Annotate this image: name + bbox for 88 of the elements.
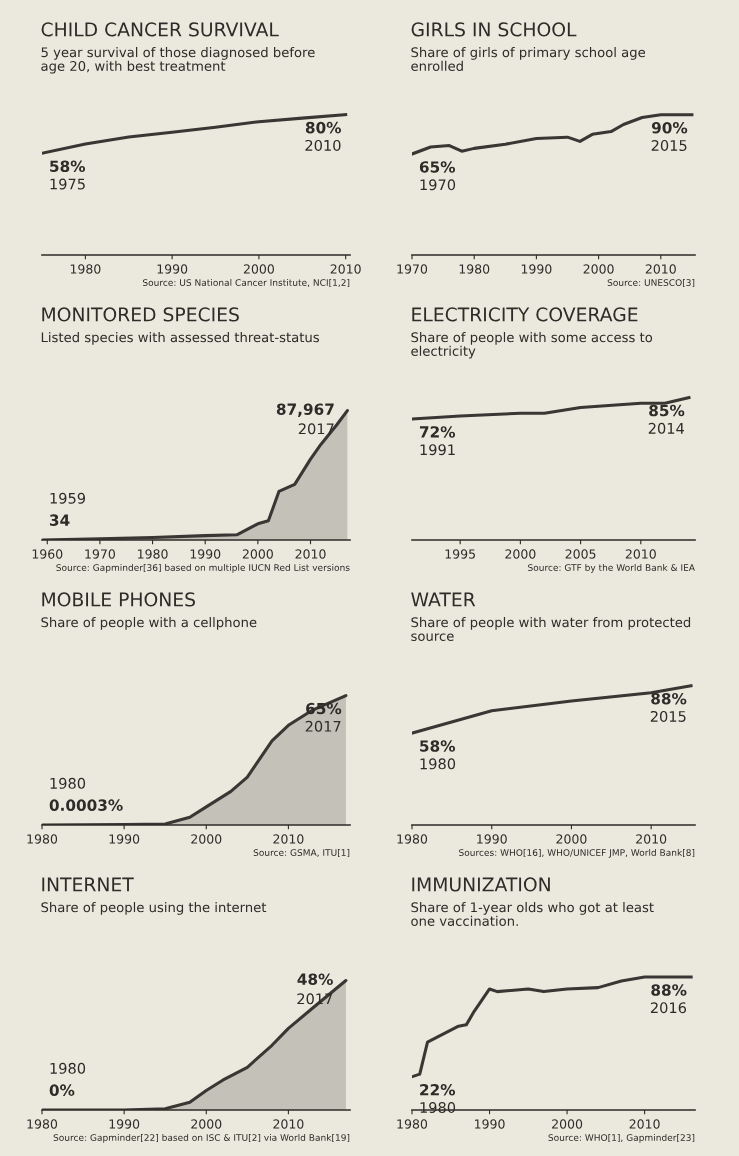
annotation: 2010 — [305, 139, 341, 151]
x-tick-label: 2010 — [273, 834, 304, 844]
x-tick-label: 1980 — [397, 1119, 428, 1129]
x-tick-label: 1990 — [521, 264, 552, 274]
source-note: Source: Gapminder[22] based on ISC & ITU[2] via World Bank[19] — [53, 1134, 350, 1143]
x-tick-label: 1980 — [397, 834, 428, 844]
x-tick-label: 2010 — [625, 549, 656, 559]
source-note: Source: Gapminder[36] based on multiple IUCN Red List versions — [56, 564, 350, 573]
annotation: 58% — [420, 740, 456, 752]
chart-title: MONITORED SPECIES — [42, 307, 239, 322]
chart-subtitle: Share of people with some access to electricity — [411, 332, 653, 359]
annotation: 87,967 — [276, 403, 334, 417]
source-note: Sources: WHO[16], WHO/UNICEF JMP, World Bank[8] — [459, 849, 695, 858]
chart-title: INTERNET — [42, 877, 134, 892]
annotation: 1970 — [420, 179, 456, 191]
x-tick-label: 1990 — [157, 264, 188, 274]
annotation: 1980 — [50, 777, 86, 789]
chart-subtitle: Share of people with water from protected source — [411, 617, 691, 641]
annotation: 2015 — [650, 710, 686, 722]
x-tick-label: 1990 — [109, 1119, 140, 1129]
x-tick-label: 2010 — [645, 264, 676, 274]
x-tick-label: 2005 — [565, 549, 596, 559]
chart-title: GIRLS IN SCHOOL — [411, 22, 577, 37]
annotation: 1980 — [50, 1062, 86, 1074]
x-tick-label: 1980 — [27, 834, 58, 844]
x-tick-label: 1990 — [109, 834, 140, 844]
chart-title: CHILD CANCER SURVIVAL — [41, 22, 279, 37]
annotation: 80% — [305, 121, 342, 134]
annotation: 22% — [420, 1083, 456, 1096]
x-tick-label: 2000 — [191, 1119, 222, 1129]
chart-subtitle: Share of girls of primary school age enrolled — [411, 47, 646, 71]
x-tick-label: 2010 — [295, 549, 326, 559]
x-tick-label: 1960 — [32, 549, 63, 559]
x-tick-label: 2000 — [556, 834, 587, 844]
chart-title: ELECTRICITY COVERAGE — [412, 307, 638, 322]
annotation: 48% — [297, 973, 333, 985]
source-note: Source: GTF by the World Bank & IEA — [528, 564, 695, 573]
x-tick-label: 2010 — [273, 1119, 304, 1129]
annotation: 65% — [419, 161, 456, 173]
x-tick-label: 2000 — [242, 549, 273, 559]
annotation: 2017 — [298, 423, 334, 435]
x-tick-label: 1970 — [85, 549, 115, 559]
x-tick-label: 2010 — [636, 834, 667, 844]
annotation: 90% — [651, 121, 688, 134]
annotation: 2014 — [648, 422, 684, 434]
annotation: 58% — [50, 160, 86, 172]
annotation: 1975 — [50, 178, 85, 190]
chart-subtitle: Share of 1-year olds who got at least one vaccination. — [411, 902, 654, 926]
x-tick-label: 2000 — [505, 549, 536, 559]
x-tick-label: 1980 — [27, 1119, 58, 1129]
annotation: 88% — [651, 984, 687, 996]
source-note: Source: US National Cancer Institute, NCI[1,2] — [142, 279, 350, 288]
source-note: Source: WHO[1], Gapminder[23] — [548, 1134, 695, 1143]
annotation: 0.0003% — [49, 799, 123, 811]
annotation: 0% — [49, 1084, 75, 1096]
x-tick-label: 2000 — [191, 834, 222, 844]
chart-subtitle: Listed species with assessed threat-status — [41, 332, 320, 345]
chart-subtitle: Share of people with a cellphone — [41, 617, 257, 630]
annotation: 1959 — [50, 492, 86, 504]
x-tick-label: 1980 — [138, 549, 168, 559]
annotation: 72% — [419, 426, 456, 438]
x-tick-label: 2000 — [243, 264, 274, 274]
x-tick-label: 1995 — [445, 549, 475, 559]
annotation: 1991 — [420, 444, 455, 456]
x-tick-label: 1980 — [459, 264, 490, 274]
annotation: 88% — [651, 692, 687, 705]
x-tick-label: 2000 — [552, 1119, 583, 1129]
x-tick-label: 2000 — [583, 264, 614, 274]
x-tick-label: 1990 — [475, 1119, 505, 1129]
annotation: 2016 — [650, 1002, 687, 1014]
annotation: 2015 — [651, 139, 687, 151]
x-tick-label: 1980 — [70, 264, 101, 274]
source-note: Source: UNESCO[3] — [607, 279, 695, 288]
chart-subtitle: Share of people using the internet — [41, 902, 267, 915]
annotation: 85% — [649, 404, 685, 417]
x-tick-label: 1990 — [477, 834, 507, 844]
x-tick-label: 1970 — [397, 264, 428, 274]
x-tick-label: 2010 — [330, 264, 361, 274]
annotation: 2017 — [305, 720, 341, 732]
x-tick-label: 2010 — [629, 1119, 660, 1129]
annotation: 1980 — [420, 758, 456, 770]
x-tick-label: 1990 — [190, 549, 221, 559]
source-note: Source: GSMA, ITU[1] — [253, 849, 350, 858]
annotation: 34 — [49, 514, 70, 526]
chart-title: IMMUNIZATION — [412, 877, 550, 892]
chart-subtitle: 5 year survival of those diagnosed before age 20, with best treatment — [41, 47, 315, 74]
chart-title: WATER — [411, 592, 476, 607]
chart-title: MOBILE PHONES — [42, 592, 195, 607]
